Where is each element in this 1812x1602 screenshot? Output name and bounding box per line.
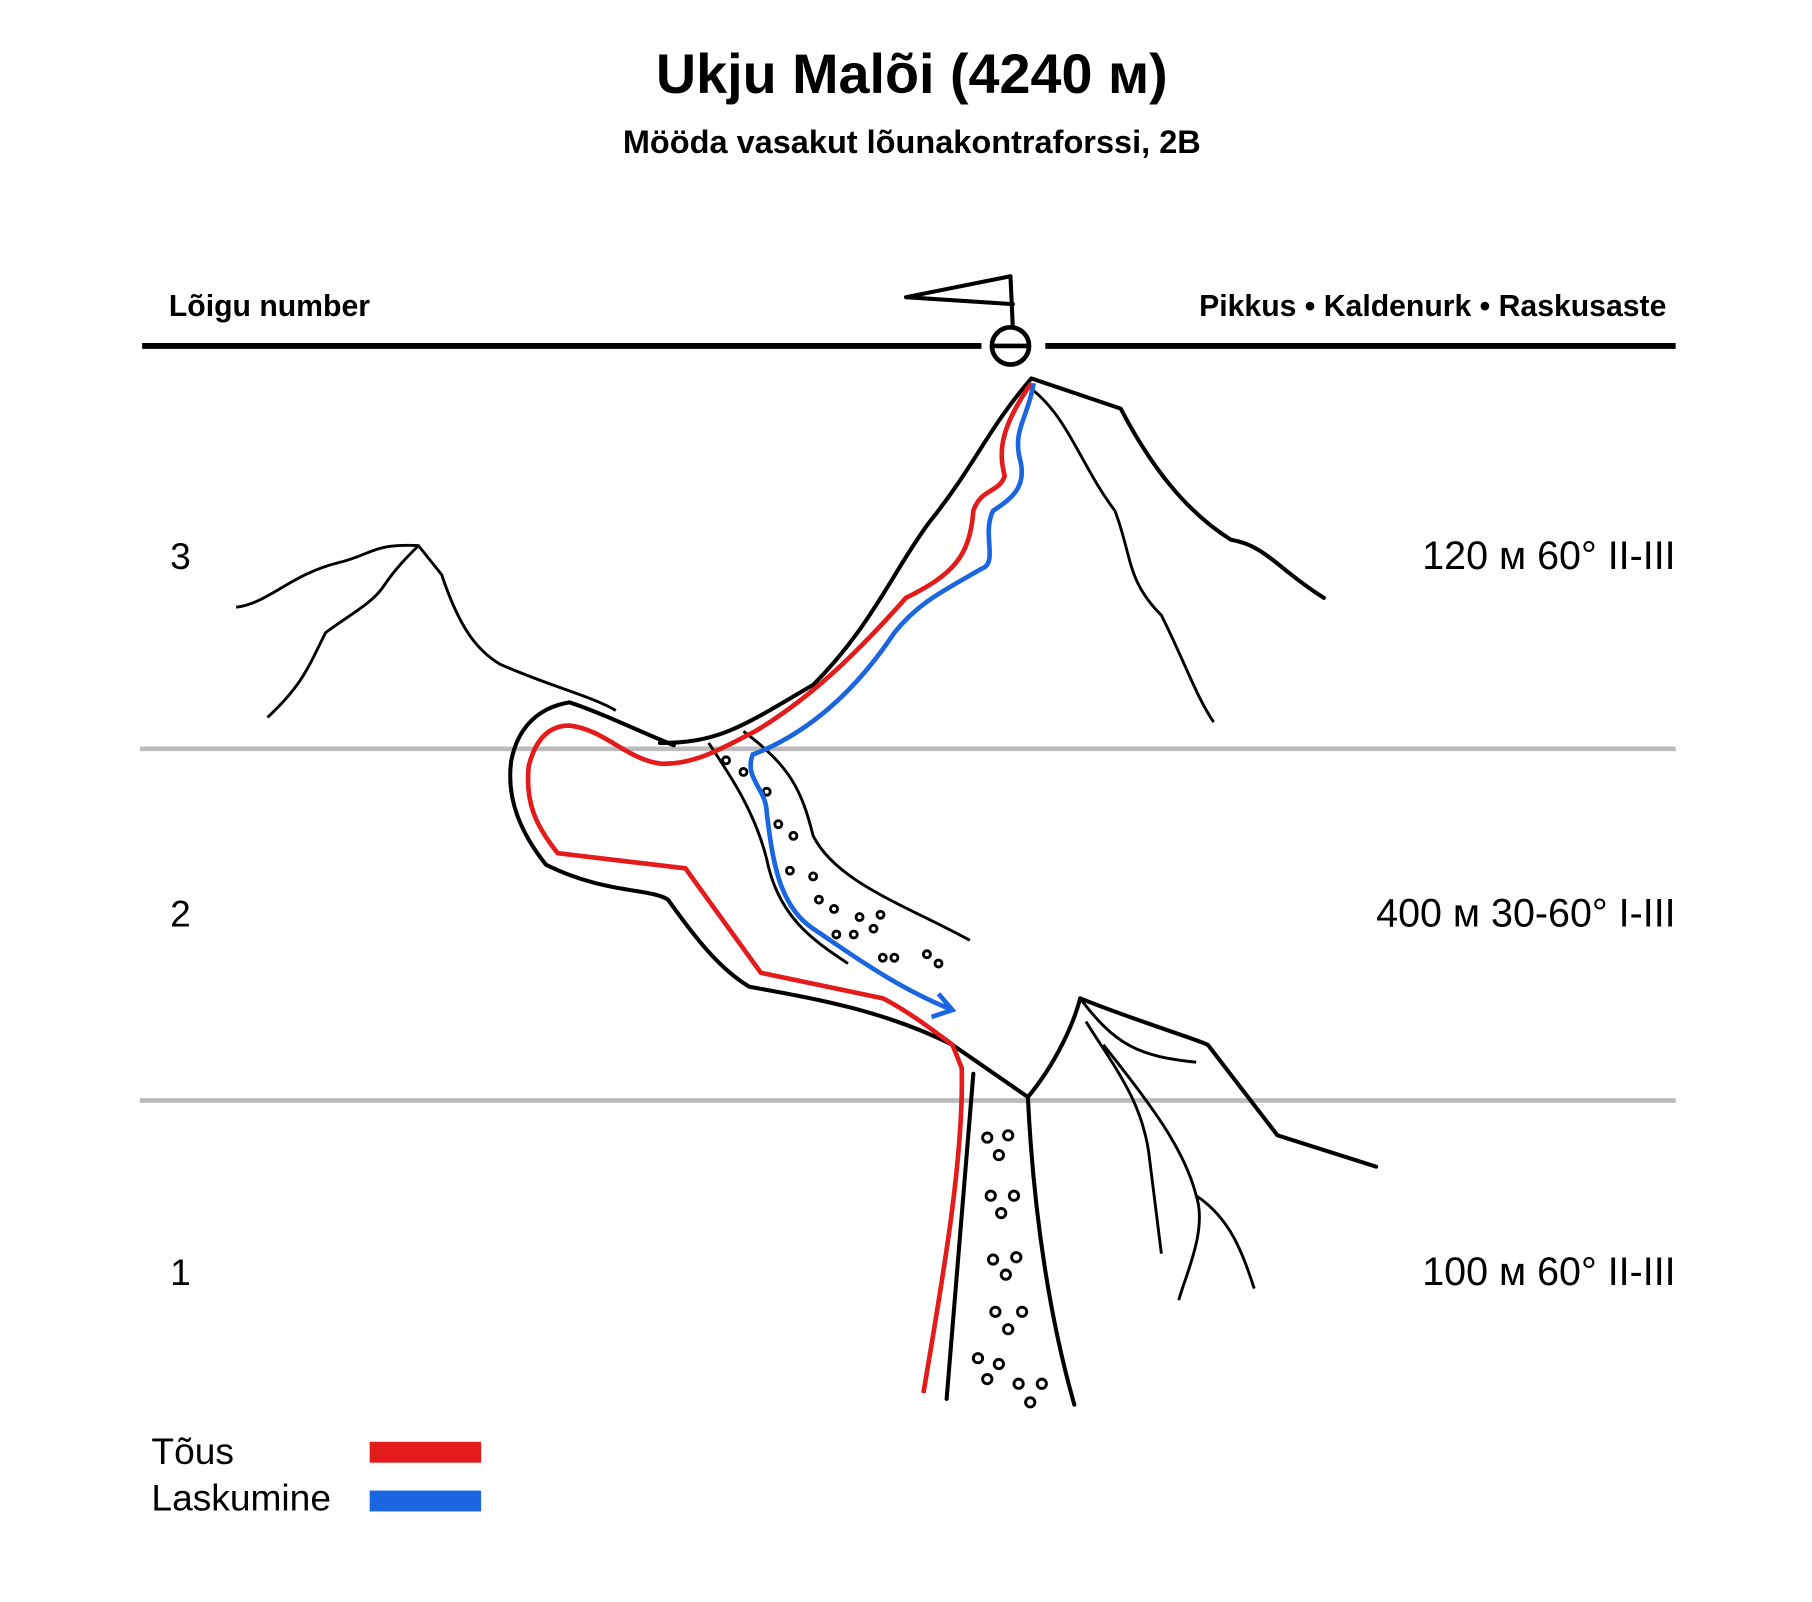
subtitle: Mööda vasakut lõunakontraforssi, 2B bbox=[623, 124, 1201, 160]
segment-number: 2 bbox=[170, 892, 191, 934]
legend-label: Laskumine bbox=[151, 1476, 331, 1518]
legend-label: Tõus bbox=[151, 1430, 234, 1472]
frame bbox=[139, 274, 1676, 1103]
descent-route bbox=[748, 382, 1036, 1020]
legend-swatch bbox=[369, 1490, 482, 1512]
segment-stats: 400 м 30-60° I-III bbox=[1376, 891, 1676, 935]
ascent-route bbox=[525, 381, 1034, 1394]
column-right: Pikkus • Kaldenurk • Raskusaste bbox=[1199, 290, 1666, 323]
legend-swatch bbox=[369, 1441, 482, 1463]
column-left: Lõigu number bbox=[169, 290, 370, 323]
segment-number: 3 bbox=[170, 535, 191, 577]
segment-stats: 100 м 60° II-III bbox=[1422, 1250, 1675, 1294]
mountain bbox=[236, 376, 1379, 1409]
segment-number: 1 bbox=[170, 1251, 191, 1293]
title: Ukju Malõi (4240 м) bbox=[656, 43, 1168, 105]
segment-stats: 120 м 60° II-III bbox=[1422, 534, 1675, 578]
